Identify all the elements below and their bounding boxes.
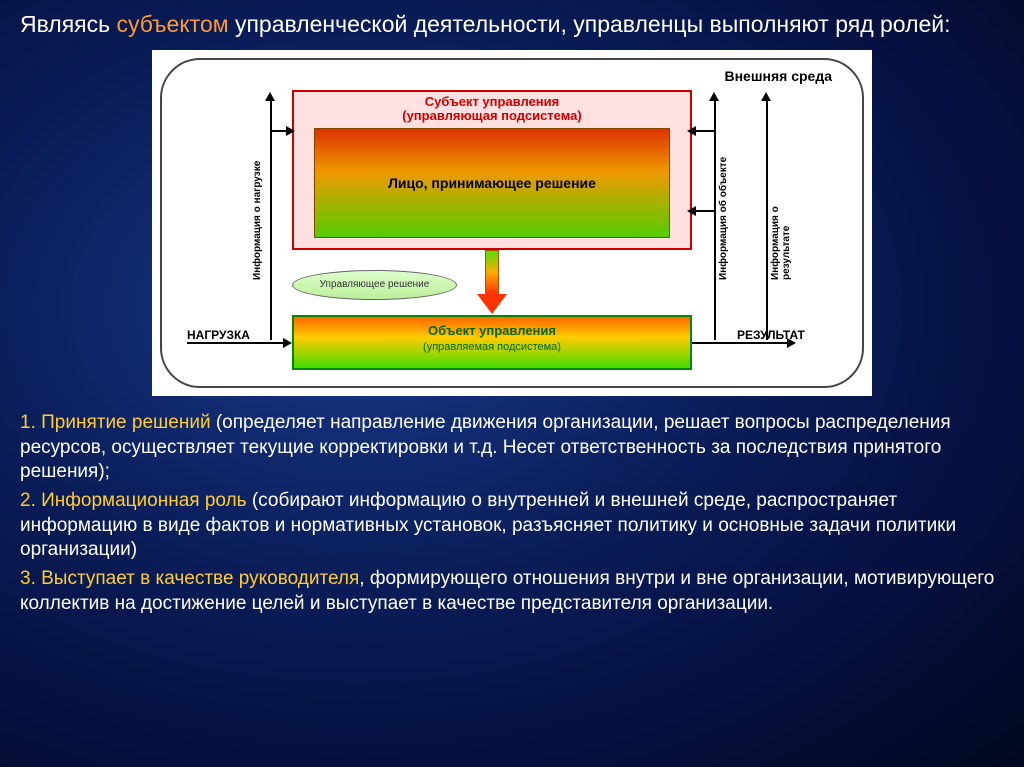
diagram-container: Внешняя среда Субъект управления (управл… [152, 50, 872, 396]
control-decision-oval: Управляющее решение [292, 270, 457, 300]
load-label: НАГРУЗКА [187, 328, 250, 342]
item-head: 2. Информационная роль [20, 490, 252, 511]
item-head: 3. Выступает в качестве руководителя [20, 568, 359, 589]
arrow-right-icon [283, 338, 292, 348]
diagram-frame: Внешняя среда Субъект управления (управл… [160, 58, 864, 388]
roles-list: 1. Принятие решений (определяет направле… [20, 411, 1004, 617]
line-right2 [766, 100, 768, 340]
intro-rest: управленческой деятельности, управленцы … [229, 11, 951, 37]
subject-box: Субъект управления (управляющая подсисте… [292, 90, 692, 250]
arrow-up-icon [265, 92, 275, 101]
intro-highlight: субъектом [117, 11, 229, 37]
subject-title: Субъект управления (управляющая подсисте… [294, 92, 690, 125]
item-head: 1. Принятие решений [20, 412, 216, 433]
info-result-label: Информация о результате [770, 150, 792, 280]
list-item: 1. Принятие решений (определяет направле… [20, 411, 1004, 485]
line-left [270, 100, 272, 340]
list-item: 3. Выступает в качестве руководителя, фо… [20, 567, 1004, 616]
list-item: 2. Информационная роль (собирают информа… [20, 489, 1004, 563]
arrow-up-icon [761, 92, 771, 101]
object-box: Объект управления (управляемая подсистем… [292, 315, 692, 370]
line-right1 [714, 100, 716, 340]
decision-maker-box: Лицо, принимающее решение [314, 128, 670, 238]
info-load-label: Информация о нагрузке [252, 150, 263, 280]
intro-text: Являясь субъектом управленческой деятель… [20, 10, 1004, 40]
arrow-up-icon [709, 92, 719, 101]
environment-label: Внешняя среда [724, 68, 832, 84]
result-label: РЕЗУЛЬТАТ [737, 328, 805, 342]
intro-prefix: Являясь [20, 11, 117, 37]
info-object-label: Информация об объекте [718, 150, 729, 280]
arrow-down-icon [477, 250, 507, 315]
